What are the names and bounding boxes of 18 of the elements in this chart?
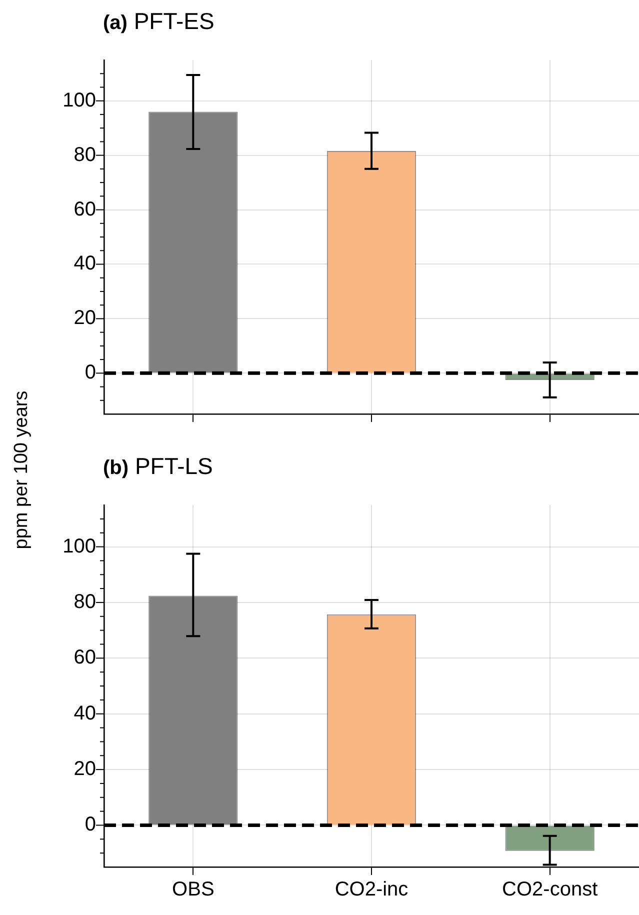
y-tick-label: 80 (74, 590, 96, 613)
chart-title: (a) PFT-ES (103, 8, 214, 34)
y-tick-label: 60 (74, 646, 96, 669)
y-tick-label: 0 (84, 362, 96, 384)
x-tick-label: CO2-const (502, 878, 598, 901)
y-tick-label: 80 (74, 144, 96, 166)
y-tick-label: 40 (74, 252, 96, 275)
y-tick-label: 20 (74, 758, 96, 780)
y-tick-label: 20 (74, 307, 96, 330)
y-axis-title: ppm per 100 years (11, 390, 33, 550)
y-tick-label: 100 (62, 535, 96, 558)
y-tick-label: 40 (74, 702, 96, 724)
y-tick-label: 0 (84, 814, 96, 836)
x-tick-label: CO2-inc (334, 878, 408, 901)
y-tick-label: 100 (62, 89, 96, 112)
x-tick-label: OBS (172, 878, 214, 901)
chart-title: (b) PFT-LS (103, 453, 213, 479)
y-tick-label: 60 (74, 198, 96, 220)
